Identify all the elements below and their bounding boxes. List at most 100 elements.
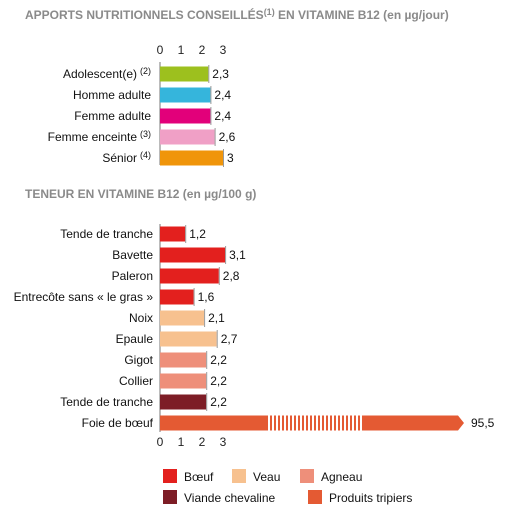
chart2-value-label-1: 3,1: [229, 248, 246, 262]
chart2-bar-0: [160, 226, 186, 242]
chart1-category-0: Adolescent(e) (2): [63, 66, 151, 81]
chart1-x-tick-2: 2: [199, 43, 206, 57]
chart2-bar-break-stripe: [278, 415, 280, 431]
chart1-title-part-1: (1): [264, 7, 275, 17]
chart1-bar-4: [160, 150, 223, 166]
chart2-x-tick-0: 0: [157, 435, 164, 449]
legend-label-4: Produits tripiers: [329, 491, 412, 505]
chart1-title-part-0: APPORTS NUTRITIONNELS CONSEILLÉS: [25, 7, 264, 22]
chart2-value-label-5: 2,7: [221, 332, 238, 346]
chart2-x-tick-2: 2: [199, 435, 206, 449]
chart1-category-2-text: Femme adulte: [74, 109, 151, 123]
chart2-bar-break-stripe: [334, 415, 336, 431]
chart1-bar-1: [160, 87, 211, 103]
chart2-bar-break-stripe: [302, 415, 304, 431]
chart2-value-label-0: 1,2: [189, 227, 206, 241]
legend-swatch-4: [308, 490, 322, 504]
chart1-bar-0: [160, 66, 209, 82]
chart2-bar-break-stripe: [290, 415, 292, 431]
chart2-category-0: Tende de tranche: [60, 227, 153, 241]
chart2-bar-break-stripe: [318, 415, 320, 431]
chart2-title: TENEUR EN VITAMINE B12 (en µg/100 g): [25, 187, 256, 201]
chart2-bar-break-stripe: [306, 415, 308, 431]
chart2-category-8: Tende de tranche: [60, 395, 153, 409]
chart1-value-label-3: 2,6: [219, 130, 236, 144]
chart1-category-2: Femme adulte: [74, 109, 151, 123]
chart2-bar-3: [160, 289, 194, 305]
chart2-value-label-6: 2,2: [210, 353, 227, 367]
chart2-bar-break-stripe: [358, 415, 360, 431]
chart1-category-4-note: (4): [140, 150, 151, 160]
chart2-bar-2: [160, 268, 219, 284]
chart2-bar-6: [160, 352, 207, 368]
chart2-value-label-9: 95,5: [471, 416, 495, 430]
chart1-category-0-text: Adolescent(e): [63, 67, 137, 81]
chart2-value-label-7: 2,2: [210, 374, 227, 388]
chart1-value-label-0: 2,3: [212, 67, 229, 81]
chart1-category-3: Femme enceinte (3): [48, 129, 151, 144]
legend-label-3: Viande chevaline: [184, 491, 276, 505]
chart1-category-4: Sénior (4): [102, 150, 151, 165]
chart1-category-0-note: (2): [140, 66, 151, 76]
chart2-value-label-3: 1,6: [198, 290, 215, 304]
chart2-bar-8: [160, 394, 207, 410]
chart2-bar-break-stripe: [298, 415, 300, 431]
chart2-bar-break-stripe: [326, 415, 328, 431]
chart2-category-4: Noix: [129, 311, 153, 325]
chart2-bar-break-stripe: [294, 415, 296, 431]
chart2-value-label-4: 2,1: [208, 311, 225, 325]
chart2-category-3: Entrecôte sans « le gras »: [14, 290, 154, 304]
chart1-category-1: Homme adulte: [73, 88, 151, 102]
chart2-bar-break-stripe: [270, 415, 272, 431]
chart1-x-tick-1: 1: [178, 43, 185, 57]
chart1-category-3-note: (3): [140, 129, 151, 139]
chart2-bar-break-stripe: [342, 415, 344, 431]
chart1-x-tick-3: 3: [220, 43, 227, 57]
chart1-title: APPORTS NUTRITIONNELS CONSEILLÉS(1) EN V…: [25, 7, 449, 22]
chart1-value-label-4: 3: [227, 151, 234, 165]
chart1-x-tick-0: 0: [157, 43, 164, 57]
chart1-bar-3: [160, 129, 215, 145]
chart1-value-label-1: 2,4: [214, 88, 231, 102]
legend-swatch-3: [163, 490, 177, 504]
legend-label-1: Veau: [253, 470, 280, 484]
chart2-bar-break-stripe: [346, 415, 348, 431]
chart2-bar-9: [160, 415, 266, 431]
chart1-value-label-2: 2,4: [214, 109, 231, 123]
chart2-bar-break-stripe: [266, 415, 268, 431]
chart2-bar-5: [160, 331, 217, 347]
chart2-value-label-2: 2,8: [223, 269, 240, 283]
chart2-bar-break-stripe: [330, 415, 332, 431]
legend-swatch-1: [232, 469, 246, 483]
chart2-bar-7: [160, 373, 207, 389]
chart2-bar-1: [160, 247, 226, 263]
chart2-bar-break-stripe: [354, 415, 356, 431]
chart1-category-1-text: Homme adulte: [73, 88, 151, 102]
chart2-x-tick-3: 3: [220, 435, 227, 449]
chart2-value-label-8: 2,2: [210, 395, 227, 409]
chart2-category-1: Bavette: [112, 248, 153, 262]
chart2-bar-break-stripe: [286, 415, 288, 431]
chart2-x-tick-1: 1: [178, 435, 185, 449]
chart2-bar-break-stripe: [350, 415, 352, 431]
chart2-bar-arrow-9: [458, 415, 464, 431]
chart2-category-5: Epaule: [116, 332, 154, 346]
chart2-bar-break-stripe: [314, 415, 316, 431]
chart1-title-part-2: EN VITAMINE B12 (en µg/jour): [275, 8, 449, 22]
chart2-bar-4: [160, 310, 205, 326]
chart2-category-9: Foie de bœuf: [82, 416, 154, 430]
legend-swatch-2: [300, 469, 314, 483]
chart1-category-3-text: Femme enceinte: [48, 130, 138, 144]
chart1-bar-2: [160, 108, 211, 124]
legend-swatch-0: [163, 469, 177, 483]
chart2-category-2: Paleron: [112, 269, 153, 283]
chart2-bar-break-stripe: [322, 415, 324, 431]
chart2-category-6: Gigot: [124, 353, 153, 367]
chart2-bar-break-stripe: [282, 415, 284, 431]
chart2-bar-break-stripe: [310, 415, 312, 431]
chart1-category-4-text: Sénior: [102, 151, 137, 165]
chart2-bar-break-stripe: [338, 415, 340, 431]
legend-label-2: Agneau: [321, 470, 362, 484]
